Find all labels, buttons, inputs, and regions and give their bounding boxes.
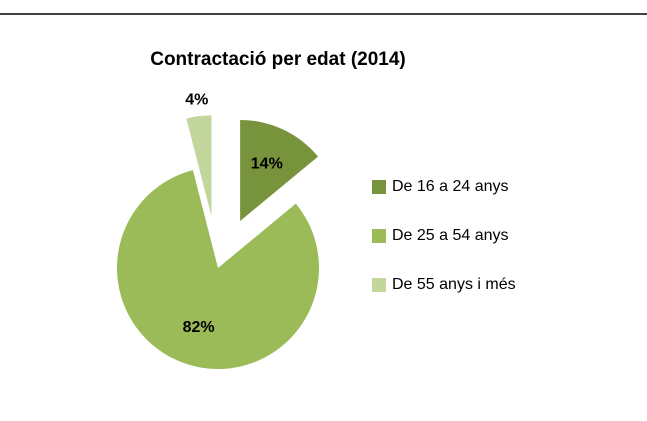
data-label: 4% (185, 92, 208, 109)
legend-swatch (372, 180, 386, 194)
pie-slice (240, 119, 318, 221)
pie-slice (116, 170, 319, 369)
legend-label: De 16 a 24 anys (392, 178, 509, 195)
pie-slice (186, 115, 212, 217)
legend-label: De 25 a 54 anys (392, 227, 509, 244)
chart-title: Contractació per edat (2014) (150, 49, 406, 70)
legend-swatch (372, 229, 386, 243)
legend-label: De 55 anys i més (392, 276, 516, 293)
data-label: 14% (251, 156, 283, 173)
legend-swatch (372, 278, 386, 292)
data-label: 82% (183, 319, 215, 336)
